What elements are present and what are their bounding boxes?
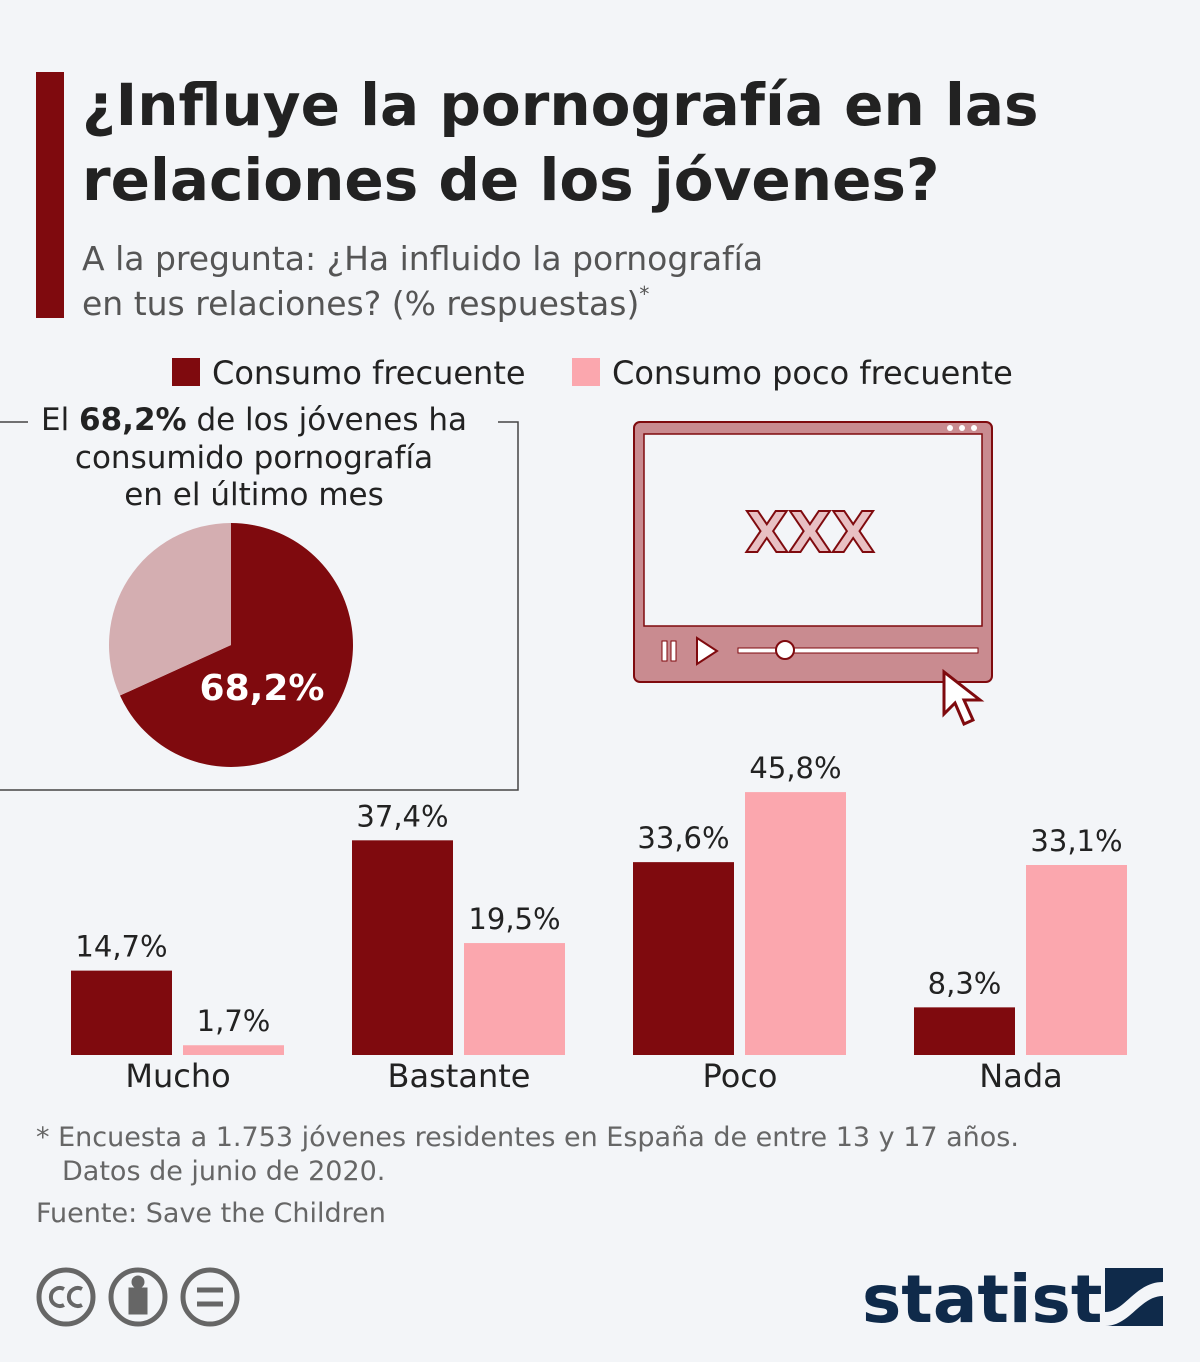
- annotation-text: de los jóvenes ha: [187, 402, 467, 438]
- charts: Consumo frecuente 14,7% 37,4% 33,6% 8,3% Cons…: [71, 354, 1127, 1095]
- source: Fuente: Save the Children: [36, 1198, 386, 1229]
- annotation: en el último mes: [124, 477, 384, 513]
- license-icons: [36, 1267, 240, 1327]
- bar: [71, 970, 172, 1055]
- value-label: 33,1%: [1030, 824, 1122, 858]
- value-label: 19,5%: [468, 902, 560, 936]
- annotation-highlight: 68,2%: [79, 402, 187, 438]
- category-label: Poco: [703, 1057, 778, 1095]
- value-label: 37,4%: [356, 799, 448, 833]
- pie-slice: [119, 523, 353, 767]
- value-label: 45,8%: [749, 751, 841, 785]
- legend-label: Consumo frecuente: [212, 354, 526, 392]
- bar: [352, 840, 453, 1055]
- title-accent: [36, 72, 64, 318]
- bar: [914, 1007, 1015, 1055]
- value-label: 33,6%: [637, 821, 729, 855]
- bar: [183, 1045, 284, 1055]
- annotation: consumido pornografía: [75, 440, 433, 476]
- legend-swatch: [172, 358, 200, 386]
- annotation: El 68,2% de los jóvenes ha: [41, 402, 467, 438]
- title: relaciones de los jóvenes?: [82, 146, 940, 214]
- brand-logo: [1105, 1268, 1163, 1326]
- subtitle: A la pregunta: ¿Ha influido la pornograf…: [82, 239, 763, 278]
- footnote: Datos de junio de 2020.: [62, 1156, 385, 1187]
- bar: [633, 862, 734, 1055]
- pie-label: 68,2%: [200, 668, 325, 709]
- footnote: * Encuesta a 1.753 jóvenes residentes en…: [36, 1122, 1019, 1153]
- pie-slice: [108, 523, 231, 696]
- subtitle-mark: *: [639, 282, 649, 306]
- category-label: Nada: [979, 1057, 1062, 1095]
- annotation-frame: [0, 421, 519, 791]
- subtitle-line: en tus relaciones? (% respuestas): [82, 284, 639, 323]
- bar: [464, 943, 565, 1055]
- annotation-text: El: [41, 402, 79, 438]
- illustration-text: XXX: [745, 501, 875, 566]
- video-player: [633, 421, 993, 726]
- value-label: 8,3%: [928, 966, 1002, 1000]
- bar: [1026, 865, 1127, 1055]
- legend-label: Consumo poco frecuente: [612, 354, 1013, 392]
- value-label: 14,7%: [75, 930, 167, 964]
- value-label: 1,7%: [197, 1004, 271, 1038]
- category-label: Bastante: [388, 1057, 531, 1095]
- category-label: Mucho: [125, 1057, 230, 1095]
- legend-swatch: [572, 358, 600, 386]
- bar: [745, 792, 846, 1055]
- subtitle: en tus relaciones? (% respuestas)*: [82, 282, 649, 323]
- title: ¿Influye la pornografía en las: [82, 71, 1039, 139]
- brand: statista: [862, 1261, 1147, 1338]
